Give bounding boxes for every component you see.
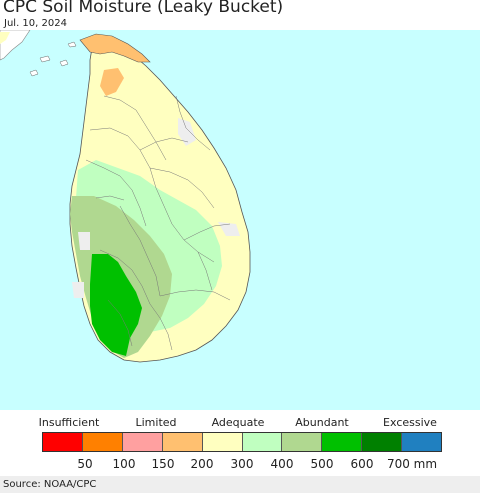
source-footer: Source: NOAA/CPC (0, 476, 480, 493)
island (39, 55, 51, 63)
island (59, 59, 69, 67)
jaffna-peninsula (79, 33, 151, 63)
legend-label-abundant: Abundant (295, 416, 349, 429)
map-date: Jul. 10, 2024 (4, 18, 67, 29)
legend-swatch-5 (242, 433, 283, 451)
no-data-patch (178, 118, 196, 146)
no-data-patch (78, 232, 90, 250)
no-data-patch (218, 222, 240, 236)
legend-label-adequate: Adequate (211, 416, 265, 429)
legend-swatch-8 (362, 433, 403, 451)
legend-label-excessive: Excessive (383, 416, 437, 429)
legend-swatch-3 (162, 433, 203, 451)
india-mainland-yellow (0, 32, 10, 44)
map-title: CPC Soil Moisture (Leaky Bucket) (3, 0, 284, 17)
india-mainland (0, 30, 31, 61)
legend-swatch-7 (322, 433, 363, 451)
legend-swatch-1 (82, 433, 123, 451)
legend-swatch-6 (282, 433, 323, 451)
legend-tick: 600 (350, 457, 374, 471)
legend-ticks: 50 100 150 200 300 400 500 600 700 mm (0, 457, 480, 471)
legend-tick: 150 (151, 457, 175, 471)
legend-swatch-4 (202, 433, 243, 451)
legend-tick: 400 (270, 457, 294, 471)
legend-tick: 50 (77, 457, 93, 471)
legend-tick: 100 (112, 457, 136, 471)
soil-moisture-map (0, 30, 480, 410)
legend-swatch-2 (122, 433, 163, 451)
legend-label-insufficient: Insufficient (38, 416, 100, 429)
island (67, 41, 77, 48)
legend-tick: 500 (310, 457, 334, 471)
legend-tick: 700 mm (386, 457, 438, 471)
wet-zone (90, 254, 142, 356)
island (29, 69, 39, 77)
no-data-patch (72, 282, 84, 298)
legend-swatch-9 (402, 433, 442, 451)
legend-tick: 200 (190, 457, 214, 471)
legend-colorbar (42, 432, 442, 452)
jaffna-orange (100, 68, 124, 96)
legend-category-labels: Insufficient Limited Adequate Abundant E… (0, 416, 480, 430)
legend-label-limited: Limited (135, 416, 177, 429)
legend-swatch-0 (43, 433, 83, 451)
district-boundaries (85, 95, 231, 351)
legend-tick: 300 (230, 457, 254, 471)
